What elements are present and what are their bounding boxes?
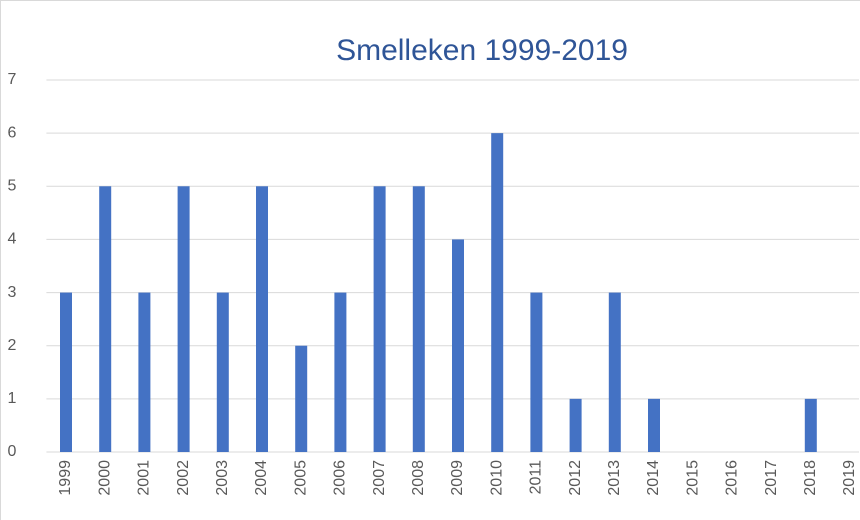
bar (804, 398, 817, 452)
x-tick-label: 2005 (292, 460, 309, 496)
x-tick-label: 2009 (449, 460, 466, 496)
bar (452, 239, 464, 452)
x-tick-label: 2018 (802, 460, 819, 496)
x-tick-label: 2001 (136, 460, 153, 496)
bar (177, 186, 190, 453)
x-tick-label: 2016 (724, 460, 741, 496)
chart-title: Smelleken 1999-2019 (336, 34, 628, 67)
x-tick-label: 2010 (488, 460, 505, 496)
y-tick-label: 3 (8, 284, 17, 301)
x-tick-label: 2012 (567, 460, 584, 496)
bar (530, 292, 543, 452)
x-tick-label: 2006 (332, 460, 349, 496)
y-tick-label: 1 (8, 390, 17, 407)
x-tick-label: 2014 (645, 460, 662, 496)
bar (648, 398, 660, 452)
x-tick-label: 2013 (606, 460, 623, 496)
x-tick-label: 2002 (175, 460, 192, 496)
x-tick-label: 2008 (410, 460, 427, 496)
bar (412, 186, 425, 453)
x-tick-label: 2017 (763, 460, 780, 496)
bar (373, 186, 386, 453)
x-tick-label: 2004 (253, 460, 270, 496)
x-tick-label: 2007 (371, 460, 388, 496)
bar (569, 398, 582, 452)
bar (491, 133, 504, 452)
bar (334, 292, 347, 452)
y-tick-label: 7 (8, 71, 17, 88)
bar (216, 292, 229, 452)
x-tick-label: 2011 (528, 460, 545, 495)
y-tick-label: 0 (8, 443, 17, 460)
y-tick-label: 2 (8, 337, 17, 354)
bar (608, 292, 621, 452)
bar (295, 345, 308, 452)
bar (99, 186, 112, 453)
x-tick-label: 2000 (96, 460, 113, 496)
y-tick-label: 4 (8, 231, 17, 248)
y-tick-label: 5 (8, 178, 17, 195)
bar (138, 292, 151, 452)
bar (60, 292, 72, 452)
bar (256, 186, 268, 453)
x-tick-label: 2015 (684, 460, 701, 496)
x-tick-label: 1999 (57, 460, 74, 496)
y-tick-label: 6 (8, 124, 17, 141)
x-tick-label: 2003 (214, 460, 231, 496)
x-tick-label: 2019 (841, 460, 858, 496)
